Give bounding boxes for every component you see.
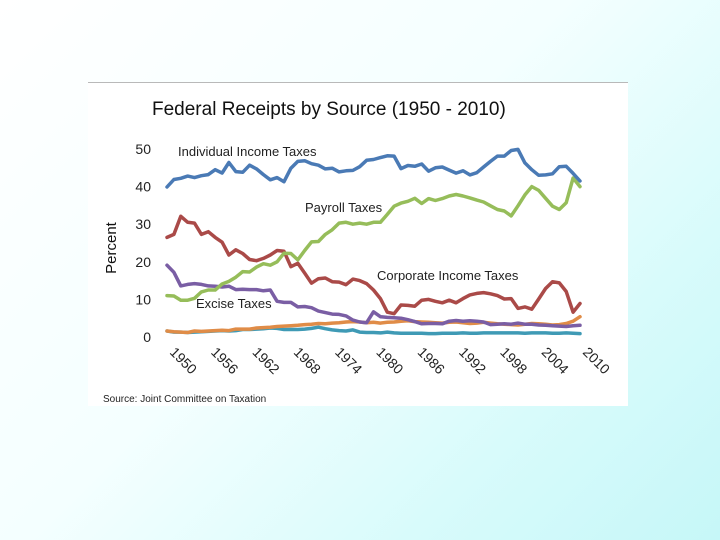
x-tick-label: 2010 [580,344,613,377]
source-note: Source: Joint Committee on Taxation [103,394,266,405]
y-tick-label: 40 [135,179,151,195]
y-tick-label: 30 [135,216,151,232]
label-corporate-income-taxes: Corporate Income Taxes [377,268,519,283]
x-tick-label: 1986 [415,344,448,377]
y-tick-label: 0 [143,329,151,345]
y-tick-label: 20 [135,254,151,270]
series-line-excise-taxes [165,263,582,329]
x-tick-label: 1962 [249,344,282,377]
chart-title: Federal Receipts by Source (1950 - 2010) [152,99,506,120]
y-axis-label: Percent [103,221,120,274]
x-tick-label: 1956 [208,344,241,377]
x-tick-label: 1998 [497,344,530,377]
x-tick-label: 1992 [456,344,489,377]
y-tick-label: 50 [135,141,151,157]
x-tick-label: 1980 [373,344,406,377]
x-tick-label: 1968 [291,344,324,377]
label-excise-taxes: Excise Taxes [196,296,272,311]
label-individual-income-taxes: Individual Income Taxes [178,144,317,159]
x-tick-label: 2004 [539,344,572,377]
chart-panel [88,82,628,406]
series-line-corporate-income-taxes [165,214,582,316]
y-tick-label: 10 [135,291,151,307]
series-group [165,147,582,336]
y-tick-group: 0 10 20 30 40 50 [135,141,151,345]
label-payroll-taxes: Payroll Taxes [305,200,383,215]
series-line-individual-income-taxes [165,147,582,189]
x-tick-label: 1974 [332,344,365,377]
x-tick-group: 1950 1956 1962 1968 1974 1980 1986 1992 1998 2004… [167,344,613,377]
panel-top-rule [88,82,628,83]
series-line-payroll-taxes [165,176,582,302]
x-tick-label: 1950 [167,344,200,377]
